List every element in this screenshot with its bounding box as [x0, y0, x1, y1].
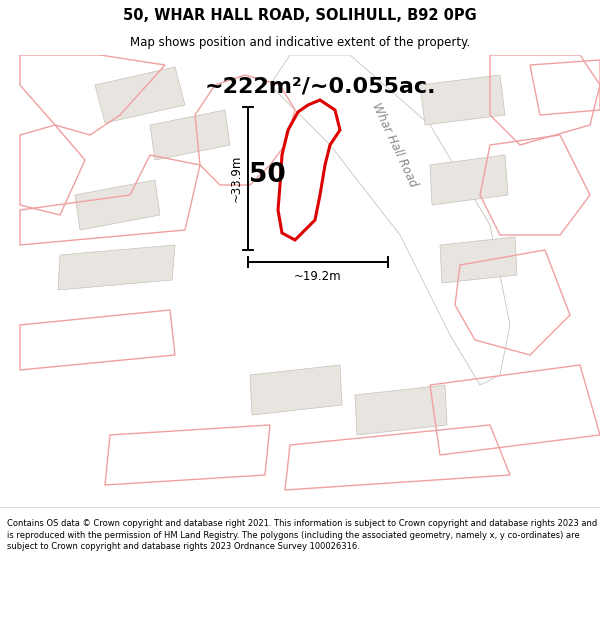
Polygon shape [420, 75, 505, 125]
Polygon shape [150, 110, 230, 160]
Polygon shape [75, 180, 160, 230]
Text: 50: 50 [248, 162, 286, 188]
Polygon shape [440, 237, 517, 283]
Text: Contains OS data © Crown copyright and database right 2021. This information is : Contains OS data © Crown copyright and d… [7, 519, 598, 551]
Text: ~19.2m: ~19.2m [294, 269, 342, 282]
Polygon shape [430, 155, 508, 205]
Text: Whar Hall Road: Whar Hall Road [370, 101, 420, 189]
Text: 50, WHAR HALL ROAD, SOLIHULL, B92 0PG: 50, WHAR HALL ROAD, SOLIHULL, B92 0PG [123, 8, 477, 23]
Text: ~222m²/~0.055ac.: ~222m²/~0.055ac. [205, 77, 437, 97]
Text: ~33.9m: ~33.9m [229, 155, 242, 202]
Polygon shape [270, 55, 510, 385]
Polygon shape [355, 385, 447, 435]
Text: Map shows position and indicative extent of the property.: Map shows position and indicative extent… [130, 36, 470, 49]
Polygon shape [95, 67, 185, 123]
Polygon shape [250, 365, 342, 415]
Polygon shape [58, 245, 175, 290]
